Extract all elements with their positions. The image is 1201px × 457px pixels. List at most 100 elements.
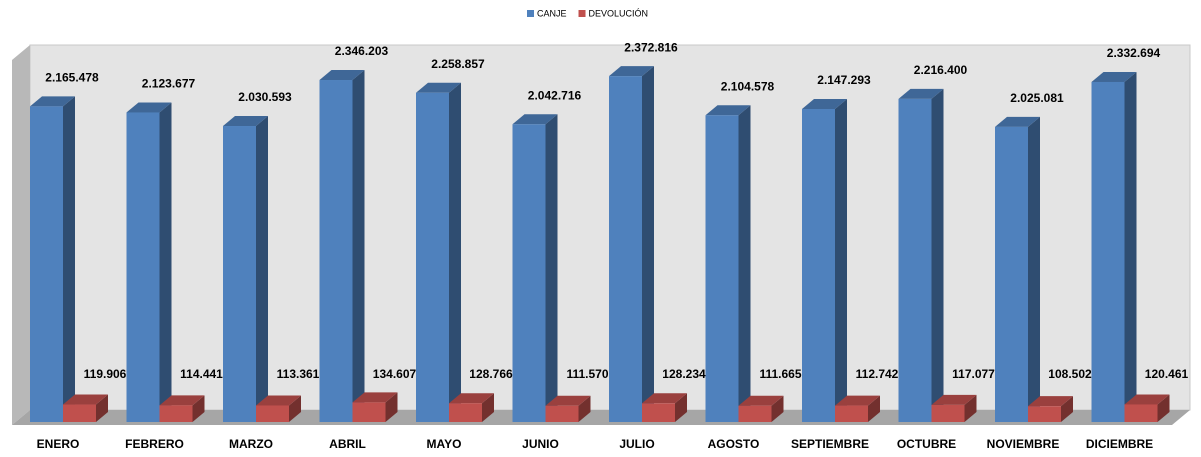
bar-top: [738, 395, 784, 406]
x-tick-label: OCTUBRE: [897, 437, 956, 451]
x-tick-label: FEBRERO: [125, 437, 184, 451]
x-tick-label: ENERO: [37, 437, 80, 451]
data-label: 2.147.293: [817, 73, 871, 87]
data-label: 128.766: [469, 367, 513, 381]
data-label: 117.077: [952, 367, 995, 381]
bar-top: [545, 395, 591, 406]
bar-side: [482, 393, 494, 422]
bar-front: [931, 404, 965, 422]
bar-top: [1091, 71, 1137, 82]
bar-side: [352, 70, 365, 422]
bar-side: [868, 395, 880, 422]
bar-front: [1028, 406, 1061, 422]
x-tick-label: AGOSTO: [708, 437, 760, 451]
x-tick-label: SEPTIEMBRE: [791, 437, 869, 451]
bar: [512, 114, 558, 423]
x-tick-label: JULIO: [619, 437, 654, 451]
x-tick-label: JUNIO: [522, 437, 559, 451]
bar: [159, 395, 205, 422]
bar-front: [1124, 404, 1158, 422]
bar: [931, 394, 977, 422]
bar: [802, 99, 847, 422]
bar-side: [63, 96, 75, 422]
bar: [126, 102, 172, 423]
bar-front: [159, 405, 193, 422]
bar-top: [1124, 394, 1170, 405]
bar-front: [256, 405, 289, 422]
x-tick-label: MARZO: [229, 437, 273, 451]
bar-top: [319, 70, 365, 81]
bar-top: [416, 82, 461, 93]
bar: [1028, 396, 1073, 422]
bar-side: [578, 395, 591, 422]
bar-top: [609, 66, 654, 77]
bar-top: [705, 105, 751, 116]
bar-front: [835, 405, 868, 422]
bar-top: [898, 88, 944, 99]
bar-front: [705, 115, 739, 422]
legend-label: DEVOLUCIÓN: [589, 8, 649, 18]
legend-swatch: [578, 10, 586, 17]
bar-front: [126, 112, 160, 423]
bar: [1091, 71, 1137, 422]
bar-top: [352, 392, 398, 403]
data-label: 134.607: [373, 367, 417, 381]
bar-side: [96, 394, 108, 422]
bar-side: [256, 116, 268, 422]
bar-side: [449, 82, 461, 423]
bar-front: [738, 405, 772, 422]
data-label: 2.258.857: [431, 57, 485, 71]
data-label: 2.042.716: [528, 88, 582, 102]
bar-side: [964, 394, 977, 422]
bar-front: [898, 98, 932, 423]
bar: [319, 70, 365, 422]
bar-front: [352, 402, 386, 422]
bar-front: [63, 404, 96, 422]
bar: [223, 116, 268, 422]
bar-side: [835, 99, 847, 422]
legend-swatch: [527, 10, 534, 17]
bar-front: [545, 405, 579, 422]
data-label: 2.123.677: [142, 77, 196, 91]
data-label: 2.104.578: [721, 79, 775, 93]
bar-top: [931, 394, 977, 405]
bar-front: [609, 76, 642, 422]
bar-side: [931, 88, 944, 423]
bar: [609, 66, 654, 422]
bar-side: [771, 395, 784, 422]
bar-side: [545, 114, 558, 423]
bar-top: [512, 114, 558, 125]
bar-side: [1157, 394, 1170, 422]
bar: [898, 88, 944, 423]
bar: [1124, 394, 1170, 422]
data-label: 111.570: [566, 367, 608, 381]
bar-top: [1028, 396, 1073, 407]
bar-top: [159, 395, 205, 406]
data-label: 2.025.081: [1010, 91, 1064, 105]
bar-top: [449, 393, 494, 404]
x-tick-label: DICIEMBRE: [1086, 437, 1153, 451]
bar-side: [1061, 396, 1073, 422]
bar: [545, 395, 591, 422]
data-label: 120.461: [1145, 367, 1189, 381]
bar-top: [642, 393, 687, 404]
bar-side: [289, 395, 301, 422]
bar-front: [642, 403, 675, 422]
data-label: 119.906: [84, 367, 127, 381]
bar-top: [126, 102, 172, 113]
floor: [12, 410, 1190, 425]
legend-label: CANJE: [537, 8, 567, 18]
bar: [256, 395, 301, 422]
bar-front: [449, 403, 482, 422]
bar-side: [1124, 71, 1137, 422]
bar-front: [802, 109, 835, 422]
bar-top: [63, 394, 108, 405]
data-label: 111.665: [759, 367, 801, 381]
bar-top: [256, 395, 301, 406]
bar-side: [642, 66, 654, 422]
x-tick-label: ABRIL: [329, 437, 366, 451]
data-label: 128.234: [662, 367, 706, 381]
bar: [642, 393, 687, 422]
data-label: 108.502: [1048, 367, 1092, 381]
